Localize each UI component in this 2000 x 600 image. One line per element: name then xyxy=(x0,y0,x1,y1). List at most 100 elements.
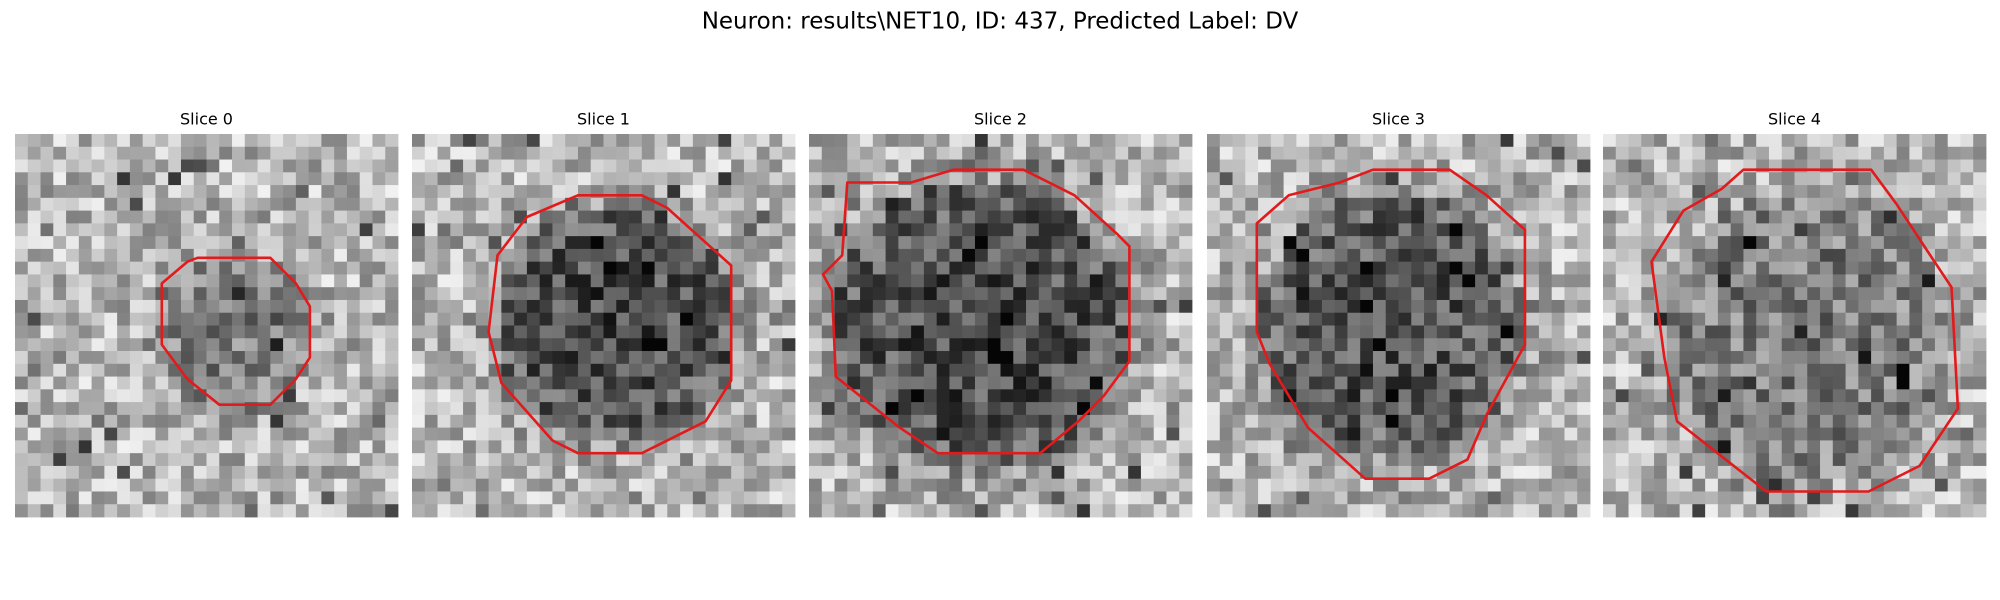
pixel xyxy=(1360,402,1374,416)
pixel xyxy=(1603,248,1617,263)
pixel xyxy=(1089,261,1104,275)
pixel xyxy=(1013,236,1027,250)
pixel xyxy=(1756,453,1770,467)
pixel xyxy=(104,236,118,250)
pixel xyxy=(1768,402,1783,416)
pixel xyxy=(1102,185,1116,199)
pixel xyxy=(1487,146,1502,160)
pixel xyxy=(78,287,92,301)
pixel xyxy=(974,210,989,224)
pixel xyxy=(91,427,105,441)
pixel xyxy=(667,312,681,326)
pixel xyxy=(1832,312,1846,326)
pixel xyxy=(962,351,976,365)
pixel xyxy=(1743,440,1757,454)
pixel xyxy=(1013,504,1027,518)
pixel xyxy=(809,134,823,148)
pixel xyxy=(270,312,284,326)
pixel xyxy=(1347,363,1361,377)
pixel xyxy=(680,134,694,148)
pixel xyxy=(616,146,630,160)
pixel xyxy=(283,440,297,454)
pixel xyxy=(577,491,592,505)
pixel xyxy=(898,274,912,288)
pixel xyxy=(1858,351,1872,365)
pixel xyxy=(1462,504,1476,518)
pixel xyxy=(680,197,694,211)
pixel xyxy=(1424,172,1438,186)
pixel xyxy=(488,491,502,505)
pixel xyxy=(1666,427,1680,441)
pixel xyxy=(244,274,258,288)
pixel xyxy=(475,172,489,186)
pixel xyxy=(1692,287,1706,301)
pixel xyxy=(1500,338,1514,352)
pixel xyxy=(1013,465,1027,480)
pixel xyxy=(680,504,694,518)
pixel xyxy=(1705,312,1719,326)
pixel xyxy=(1051,197,1065,211)
pixel xyxy=(1807,172,1821,186)
pixel xyxy=(1717,402,1732,416)
pixel xyxy=(1705,197,1719,211)
pixel xyxy=(1883,338,1898,352)
pixel xyxy=(1679,299,1693,314)
pixel xyxy=(1666,287,1680,301)
pixel xyxy=(437,351,451,365)
pixel xyxy=(40,312,54,326)
pixel xyxy=(66,146,80,160)
pixel xyxy=(1641,376,1655,390)
pixel xyxy=(654,312,668,326)
pixel xyxy=(885,261,899,275)
pixel xyxy=(450,465,464,480)
pixel xyxy=(616,491,630,505)
pixel xyxy=(539,376,553,390)
pixel xyxy=(372,312,386,326)
pixel xyxy=(424,287,438,301)
pixel xyxy=(1768,223,1783,237)
pixel xyxy=(1128,185,1142,199)
pixel xyxy=(385,274,399,288)
pixel xyxy=(1934,185,1949,199)
pixel xyxy=(1398,325,1412,339)
pixel xyxy=(1756,351,1770,365)
pixel xyxy=(1705,261,1719,275)
pixel xyxy=(104,223,118,237)
pixel xyxy=(321,197,335,211)
pixel xyxy=(219,504,233,518)
pixel xyxy=(616,389,630,403)
pixel xyxy=(1140,312,1155,326)
pixel xyxy=(1475,338,1489,352)
pixel xyxy=(936,414,950,429)
pixel xyxy=(1781,185,1795,199)
pixel xyxy=(1934,351,1949,365)
pixel xyxy=(321,134,335,148)
pixel xyxy=(949,414,963,429)
pixel xyxy=(412,287,426,301)
pixel xyxy=(1692,210,1706,224)
pixel xyxy=(1245,465,1259,480)
pixel xyxy=(1064,197,1078,211)
pixel xyxy=(180,134,195,148)
pixel xyxy=(372,338,386,352)
pixel xyxy=(809,504,823,518)
pixel xyxy=(104,134,118,148)
pixel xyxy=(501,312,515,326)
pixel xyxy=(308,453,322,467)
pixel xyxy=(385,185,399,199)
pixel xyxy=(1666,312,1680,326)
pixel xyxy=(680,236,694,250)
pixel xyxy=(1743,134,1757,148)
pixel xyxy=(1245,172,1259,186)
pixel xyxy=(552,134,566,148)
pixel xyxy=(1526,504,1540,518)
pixel xyxy=(1487,491,1502,505)
pixel xyxy=(1934,440,1949,454)
pixel xyxy=(1296,453,1310,467)
pixel xyxy=(1858,325,1872,339)
pixel xyxy=(1960,325,1974,339)
pixel xyxy=(769,376,783,390)
pixel xyxy=(372,363,386,377)
pixel xyxy=(1679,478,1693,492)
pixel xyxy=(1232,478,1246,492)
